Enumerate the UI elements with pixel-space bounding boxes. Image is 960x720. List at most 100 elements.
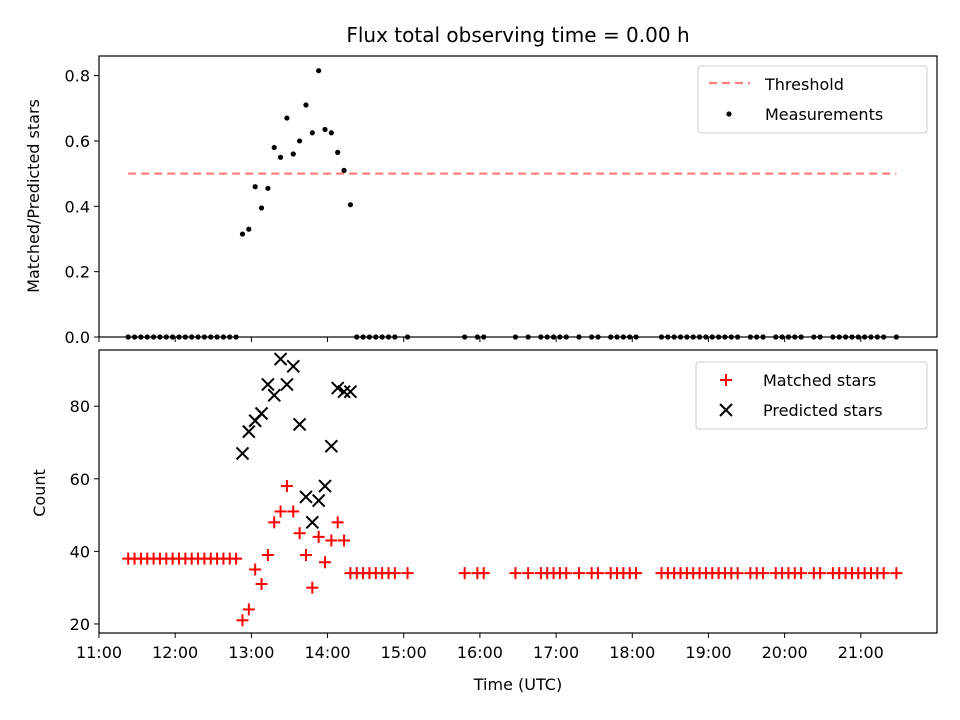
measurement-point <box>354 334 360 340</box>
measurement-point <box>881 334 887 340</box>
top-y-tick-label: 0.0 <box>65 328 90 347</box>
top-y-tick-label: 0.2 <box>65 263 90 282</box>
measurement-point <box>754 334 760 340</box>
matched-star-point <box>306 581 319 594</box>
bottom-plot-area: 20 40 60 80 11:00 12:00 13:00 14:00 15:00 16:00 17… <box>70 349 938 662</box>
measurement-point <box>538 334 544 340</box>
measurement-point <box>233 334 239 340</box>
measurement-point <box>252 184 258 190</box>
top-legend-frame <box>697 65 928 134</box>
measurement-point <box>182 334 188 340</box>
measurement-point <box>671 334 677 340</box>
measurement-point <box>728 334 734 340</box>
measurement-point <box>709 334 715 340</box>
measurement-point <box>614 334 620 340</box>
matched-star-point <box>331 516 344 529</box>
measurement-point <box>544 334 550 340</box>
bottom-y-tick-label: 80 <box>70 397 90 416</box>
measurement-point <box>157 334 163 340</box>
bottom-y-axis-label: Count <box>30 469 49 517</box>
matched-star-point <box>312 530 325 543</box>
legend-measurements-swatch <box>726 111 732 117</box>
measurement-point <box>392 334 398 340</box>
matched-star-point <box>890 567 903 580</box>
matched-star-point <box>325 534 338 547</box>
measurement-point <box>512 334 519 340</box>
measurement-point <box>385 334 392 340</box>
x-tick-label: 13:00 <box>228 643 274 662</box>
measurement-point <box>608 334 614 340</box>
matched-star-point <box>814 567 827 580</box>
measurement-point <box>462 334 468 340</box>
measurement-point <box>716 334 722 340</box>
matched-star-point <box>249 563 262 576</box>
measurement-point <box>684 334 690 340</box>
matched-star-point <box>268 516 281 529</box>
matched-star-point <box>230 552 243 565</box>
chart-title: Flux total observing time = 0.00 h <box>346 23 689 47</box>
measurement-point <box>474 334 480 340</box>
predicted-star-point <box>318 479 332 493</box>
measurement-point <box>735 334 741 340</box>
measurement-point <box>874 334 880 340</box>
predicted-star-point <box>286 359 300 374</box>
bottom-y-tick-label: 60 <box>70 470 90 489</box>
top-plot-area: 0.0 0.2 0.4 0.6 0.8 <box>65 55 938 347</box>
matched-star-point <box>877 567 890 580</box>
measurement-point <box>550 334 557 340</box>
measurement-point <box>303 102 309 108</box>
bottom-legend: Matched stars Predicted stars <box>695 361 928 430</box>
measurement-point <box>589 334 595 340</box>
predicted-star-point <box>311 493 326 508</box>
x-tick-label: 15:00 <box>381 643 427 662</box>
top-y-tick-label: 0.4 <box>65 197 90 216</box>
matched-star-point <box>401 567 414 580</box>
predicted-star-point <box>324 439 339 453</box>
measurement-point <box>189 334 195 340</box>
measurement-point <box>855 334 861 340</box>
measurement-point <box>379 334 385 340</box>
measurement-point <box>893 334 899 340</box>
matched-star-point <box>255 578 268 591</box>
matched-star-point <box>299 548 312 561</box>
matched-star-point <box>388 567 401 580</box>
measurement-point <box>176 334 182 340</box>
measurement-point <box>849 334 855 340</box>
measurement-point <box>220 334 227 340</box>
measurement-point <box>360 334 366 340</box>
measurement-point <box>817 334 823 340</box>
legend-measurements-label: Measurements <box>765 105 883 124</box>
measurement-point <box>170 334 176 340</box>
x-axis-label: Time (UTC) <box>473 675 562 694</box>
predicted-star-point <box>267 388 281 403</box>
matched-star-point <box>319 556 332 569</box>
measurement-point <box>131 334 138 340</box>
predicted-star-point <box>330 381 345 395</box>
top-y-tick-label: 0.8 <box>65 67 90 86</box>
legend-predicted-swatch <box>719 403 733 417</box>
measurement-point <box>525 334 531 340</box>
measurement-point <box>633 334 639 340</box>
top-y-tick-label: 0.6 <box>65 132 90 151</box>
predicted-star-point <box>292 417 307 432</box>
matched-star-point <box>630 567 643 580</box>
measurement-point <box>785 334 792 340</box>
matched-star-point <box>757 567 770 580</box>
measurement-point <box>195 334 201 340</box>
matched-star-point <box>591 567 604 580</box>
measurement-point <box>316 68 322 74</box>
matched-star-point <box>509 567 522 580</box>
predicted-star-point <box>273 352 288 366</box>
measurement-point <box>258 205 265 211</box>
matched-star-point <box>287 505 300 518</box>
measurement-point <box>239 231 246 237</box>
measurement-point <box>842 334 849 340</box>
predicted-star-point <box>254 406 269 421</box>
matched-star-point <box>236 614 249 627</box>
predicted-star-point <box>299 490 313 504</box>
measurement-point <box>690 334 696 340</box>
legend-threshold-label: Threshold <box>764 75 844 94</box>
predicted-star-point <box>280 377 294 392</box>
predicted-star-point <box>337 385 351 399</box>
